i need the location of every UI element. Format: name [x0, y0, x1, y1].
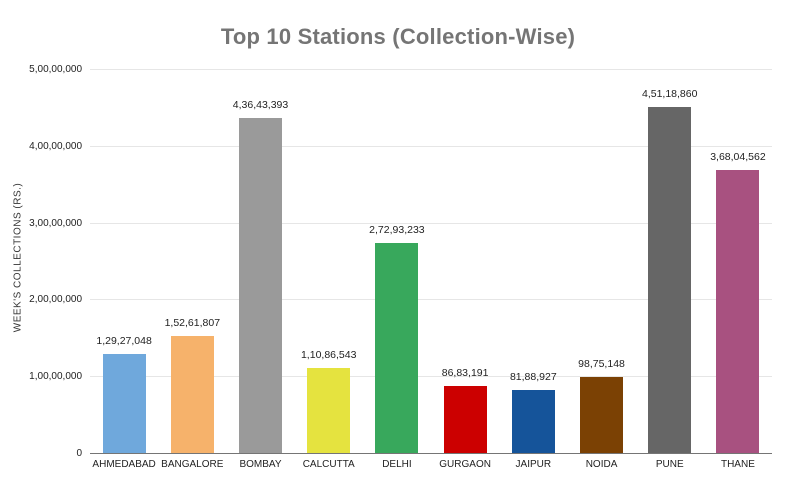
bar-group-pune: 4,51,18,860	[636, 69, 704, 453]
x-axis-tick-labels: AHMEDABAD BANGALORE BOMBAY CALCUTTA DELHI GUR…	[90, 459, 772, 470]
x-tick-label-delhi: DELHI	[382, 459, 412, 470]
y-tick-label: 2,00,00,000	[29, 294, 82, 306]
bar-group-calcutta: 1,10,86,543	[295, 69, 363, 453]
bar-value-label: 4,36,43,393	[232, 98, 289, 111]
bar-noida	[580, 377, 624, 453]
y-tick-label: 3,00,00,000	[29, 217, 82, 229]
x-tick-label-calcutta: CALCUTTA	[302, 459, 355, 470]
bar-group-noida: 98,75,148	[567, 69, 635, 453]
bar-group-delhi: 2,72,93,233	[363, 69, 431, 453]
bar-value-label: 3,68,04,562	[710, 151, 766, 164]
y-axis-tick-labels: 0 1,00,00,000 2,00,00,000 3,00,00,000 4,00,0…	[0, 64, 82, 459]
bar-thane	[716, 170, 760, 453]
gridline	[90, 69, 772, 70]
x-tick-label-thane: THANE	[720, 459, 755, 470]
gridline	[90, 376, 772, 378]
bar-value-label: 2,72,93,233	[369, 224, 425, 237]
x-tick-label-pune: PUNE	[655, 459, 684, 470]
y-tick-label: 1,00,00,000	[29, 371, 82, 383]
bar-calcutta	[307, 367, 351, 453]
chart-title: Top 10 Stations (Collection-Wise)	[220, 24, 576, 49]
y-tick-label: 0	[76, 448, 82, 459]
x-tick-label-bangalore: BANGALORE	[161, 459, 224, 470]
gridline	[90, 222, 772, 224]
bar-delhi	[375, 243, 419, 453]
bar-value-label: 86,83,191	[441, 367, 489, 380]
bar-bangalore	[170, 335, 214, 453]
plot-area: 1,29,27,048 1,52,61,807 4,36,43,393 1,10,86…	[90, 69, 772, 454]
bar-group-bombay: 4,36,43,393	[226, 69, 294, 453]
y-tick-label: 4,00,00,000	[29, 140, 82, 152]
gridline	[90, 145, 772, 147]
x-tick-label-jaipur: JAIPUR	[515, 459, 552, 470]
x-tick-label-gurgaon: GURGAON	[439, 459, 491, 470]
x-axis-line	[90, 453, 772, 454]
bar-group-gurgaon: 86,83,191	[431, 69, 499, 453]
bar-series: 1,29,27,048 1,52,61,807 4,36,43,393 1,10,86…	[90, 69, 772, 453]
bar-jaipur	[511, 390, 555, 453]
gridline	[90, 299, 772, 301]
bar-pune	[648, 106, 692, 453]
bar-gurgaon	[443, 386, 487, 453]
x-tick-label-bombay: BOMBAY	[239, 459, 282, 470]
bar-bombay	[239, 117, 282, 453]
bar-group-ahmedabad: 1,29,27,048	[90, 69, 158, 453]
bar-value-label: 4,51,18,860	[641, 87, 698, 100]
y-tick-label: 5,00,00,000	[29, 64, 82, 75]
bar-group-jaipur: 81,88,927	[499, 69, 567, 453]
bar-value-label: 98,75,148	[578, 358, 625, 371]
x-tick-label-ahmedabad: AHMEDABAD	[92, 459, 156, 470]
bar-value-label: 1,52,61,807	[164, 316, 221, 329]
x-tick-label-noida: NOIDA	[585, 459, 618, 470]
bar-value-label: 1,10,86,543	[300, 348, 357, 361]
bar-value-label: 81,88,927	[509, 371, 557, 384]
bar-ahmedabad	[102, 353, 146, 453]
bar-group-bangalore: 1,52,61,807	[158, 69, 226, 453]
bar-value-label: 1,29,27,048	[96, 334, 152, 347]
bar-group-thane: 3,68,04,562	[704, 69, 772, 453]
